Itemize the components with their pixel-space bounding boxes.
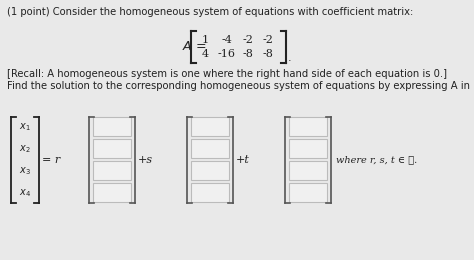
Text: $x_3$: $x_3$ (19, 165, 31, 177)
Text: -16: -16 (218, 49, 236, 59)
Text: +s: +s (138, 155, 153, 165)
FancyBboxPatch shape (93, 139, 131, 158)
FancyBboxPatch shape (289, 183, 327, 202)
Text: 4: 4 (201, 49, 209, 59)
FancyBboxPatch shape (191, 183, 229, 202)
FancyBboxPatch shape (93, 161, 131, 180)
Text: -4: -4 (221, 35, 232, 45)
FancyBboxPatch shape (289, 139, 327, 158)
Text: $A\,=$: $A\,=$ (182, 41, 207, 54)
Text: -8: -8 (263, 49, 273, 59)
Text: [Recall: A homogeneous system is one where the right hand side of each equation : [Recall: A homogeneous system is one whe… (7, 69, 447, 79)
Text: -2: -2 (263, 35, 273, 45)
Text: +t: +t (236, 155, 250, 165)
FancyBboxPatch shape (289, 117, 327, 136)
Text: $x_2$: $x_2$ (19, 143, 31, 155)
FancyBboxPatch shape (93, 183, 131, 202)
Text: .: . (288, 53, 292, 63)
FancyBboxPatch shape (93, 117, 131, 136)
Text: -8: -8 (243, 49, 254, 59)
Text: $x_4$: $x_4$ (19, 187, 31, 199)
FancyBboxPatch shape (191, 161, 229, 180)
Text: = r: = r (42, 155, 60, 165)
Text: (1 point) Consider the homogeneous system of equations with coefficient matrix:: (1 point) Consider the homogeneous syste… (7, 7, 413, 17)
Text: -2: -2 (243, 35, 254, 45)
FancyBboxPatch shape (289, 161, 327, 180)
Text: $x_1$: $x_1$ (19, 121, 31, 133)
FancyBboxPatch shape (191, 117, 229, 136)
Text: Find the solution to the corresponding homogeneous system of equations by expres: Find the solution to the corresponding h… (7, 81, 474, 91)
Text: where r, s, t ∈ ℝ.: where r, s, t ∈ ℝ. (336, 155, 417, 165)
FancyBboxPatch shape (191, 139, 229, 158)
Text: 1: 1 (201, 35, 209, 45)
